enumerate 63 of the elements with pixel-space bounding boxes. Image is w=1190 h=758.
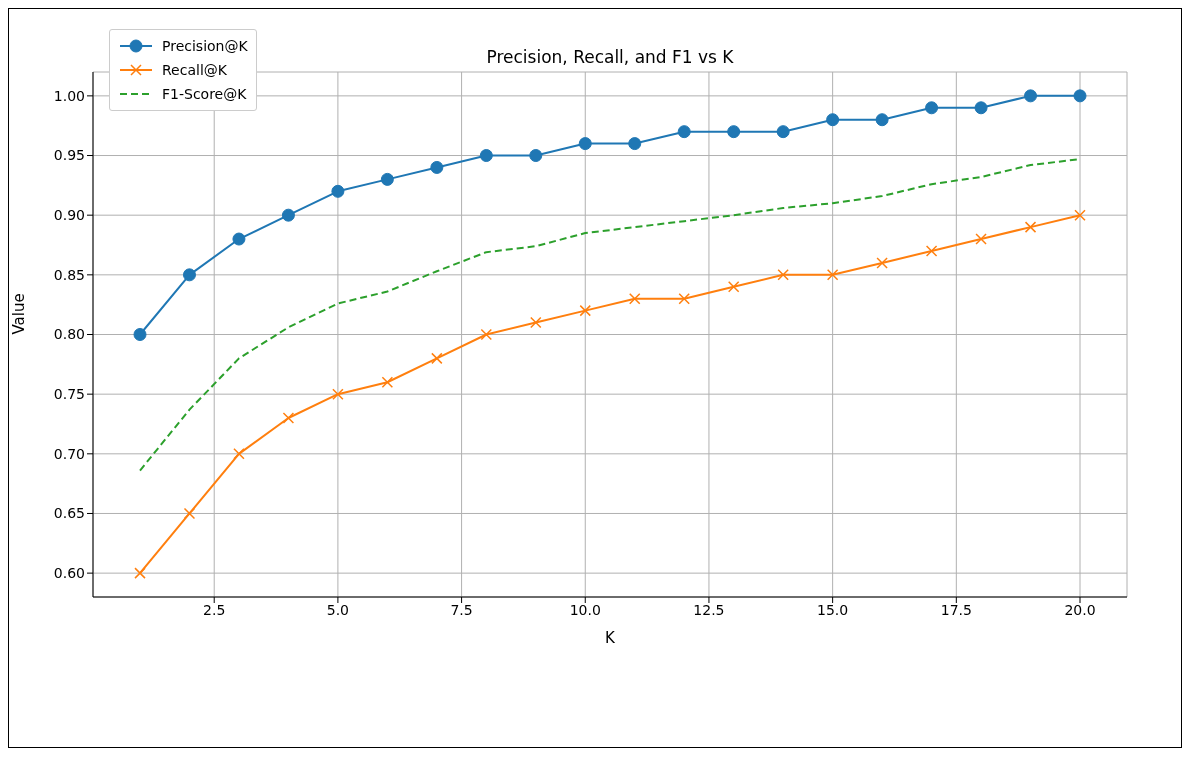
point bbox=[282, 412, 295, 424]
x-tick-label: 17.5 bbox=[940, 601, 972, 618]
x-tick-label: 20.0 bbox=[1064, 601, 1096, 618]
point bbox=[530, 316, 542, 329]
chart-title: Precision, Recall, and F1 vs K bbox=[486, 47, 734, 67]
point bbox=[1024, 221, 1037, 233]
point bbox=[332, 388, 344, 400]
point bbox=[826, 113, 840, 127]
y-tick-label: 0.90 bbox=[53, 207, 85, 224]
point bbox=[183, 507, 196, 520]
y-axis-title: Value bbox=[10, 293, 29, 335]
legend-label: F1-Score@K bbox=[162, 86, 247, 102]
x-axis-title: K bbox=[605, 629, 617, 647]
point bbox=[380, 172, 394, 186]
point bbox=[579, 304, 592, 317]
legend-label: Precision@K bbox=[162, 38, 248, 54]
y-tick-label: 0.75 bbox=[53, 386, 85, 403]
point bbox=[628, 137, 642, 151]
point bbox=[1074, 209, 1086, 221]
y-tick-label: 0.70 bbox=[53, 445, 85, 462]
point bbox=[529, 149, 543, 163]
point bbox=[975, 233, 987, 245]
point bbox=[281, 208, 295, 222]
point bbox=[925, 245, 938, 257]
point bbox=[925, 101, 939, 115]
point bbox=[876, 257, 888, 269]
x-tick-label: 5.0 bbox=[326, 601, 350, 618]
point bbox=[1024, 89, 1038, 103]
point bbox=[875, 113, 889, 127]
legend-label: Recall@K bbox=[162, 62, 227, 78]
point bbox=[479, 149, 493, 163]
point bbox=[677, 125, 691, 139]
point bbox=[133, 328, 147, 341]
point bbox=[480, 328, 493, 341]
x-tick-label: 2.5 bbox=[203, 601, 226, 618]
point bbox=[974, 101, 988, 115]
point bbox=[777, 269, 789, 281]
point bbox=[233, 448, 245, 460]
point bbox=[430, 160, 444, 174]
point bbox=[232, 232, 246, 246]
y-tick-label: 0.80 bbox=[53, 326, 85, 343]
y-tick-label: 1.00 bbox=[53, 87, 85, 104]
point bbox=[678, 292, 690, 305]
point bbox=[578, 137, 592, 151]
point bbox=[381, 376, 394, 388]
point bbox=[628, 292, 641, 305]
y-tick-label: 0.95 bbox=[53, 147, 85, 164]
x-tick-label: 12.5 bbox=[693, 601, 725, 618]
point bbox=[331, 184, 345, 198]
x-tick-label: 10.0 bbox=[569, 601, 601, 618]
point bbox=[431, 352, 443, 365]
x-tick-label: 7.5 bbox=[450, 601, 473, 618]
y-tick-label: 0.85 bbox=[53, 266, 85, 283]
point bbox=[1073, 89, 1087, 103]
point bbox=[727, 125, 741, 139]
y-tick-label: 0.65 bbox=[53, 505, 85, 522]
point bbox=[776, 125, 790, 139]
point bbox=[134, 567, 146, 579]
point bbox=[826, 269, 839, 281]
x-tick-label: 15.0 bbox=[817, 601, 849, 618]
y-tick-label: 0.60 bbox=[53, 565, 85, 582]
point bbox=[727, 281, 740, 293]
point bbox=[182, 268, 196, 282]
